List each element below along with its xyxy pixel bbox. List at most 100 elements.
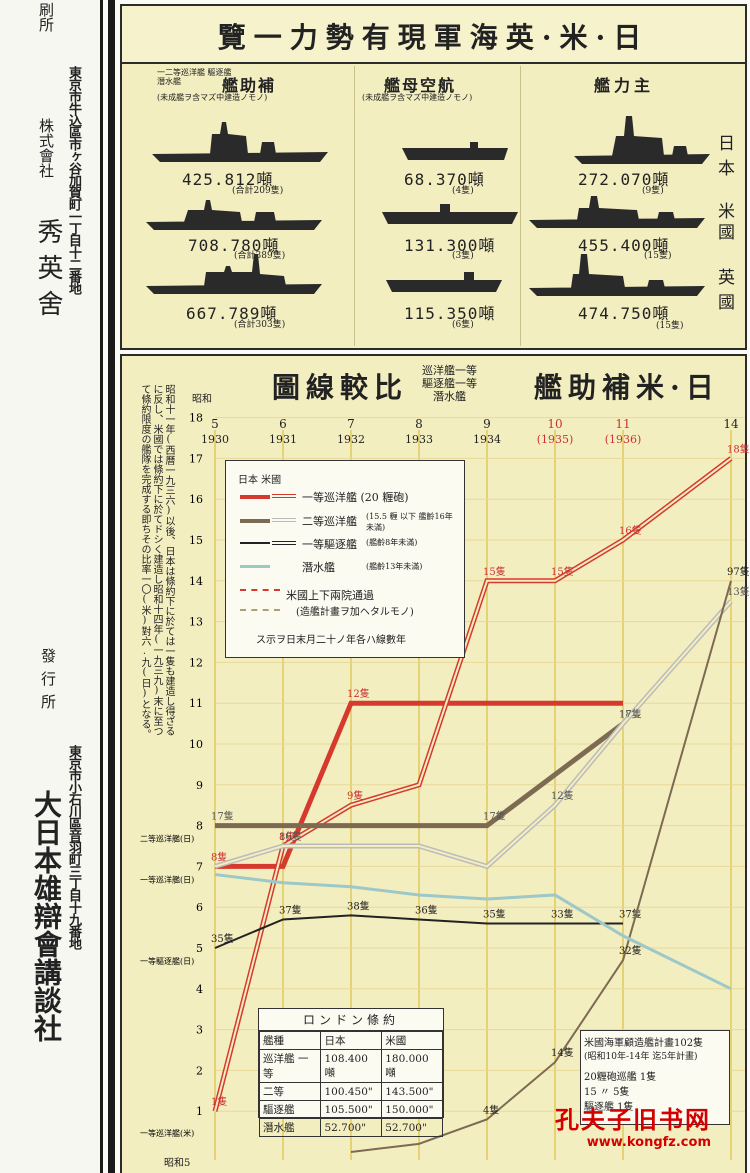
tons-japan-capital: 272.070噸: [578, 170, 670, 189]
table-row: 巡洋艦 一等 108.400噸 180.000噸: [258, 1049, 443, 1083]
legend-note-sub: (艦齡13年未滿): [366, 562, 423, 571]
fleet-strength-panel: 日·米·英海軍現有勢力一覽 補助艦 一二等巡洋艦 驅逐艦 潛水艦 (未成艦ヲ含マ…: [120, 4, 747, 350]
data-label: 18隻: [727, 442, 750, 455]
series-line: [350, 580, 732, 1153]
count-uk-aux: (合計303隻): [234, 320, 286, 330]
y-tick-label: 10: [189, 738, 203, 751]
x-tick-label: 11: [615, 417, 630, 431]
watermark-url: www.kongfz.com: [586, 1135, 711, 1150]
us-plan-line: 15 〃 5隻: [584, 1087, 630, 1098]
side-ship-label: 一等驅逐艦(日): [140, 956, 194, 966]
legend-label-destroyer: 一等驅逐艦: [302, 538, 357, 551]
chart-title-sub: 巡洋艦一等 驅逐艦一等 潛水艦: [422, 364, 477, 403]
row-label-japan: 日本: [714, 134, 734, 184]
table-cell: 巡洋艦 一等: [258, 1049, 322, 1083]
y-tick-label: 14: [189, 575, 203, 588]
chart-title: 日·米補助艦: [534, 371, 720, 404]
cruiser-silhouette-icon: [146, 200, 322, 230]
panel-title-band: [122, 6, 745, 64]
table-cell: 100.450": [320, 1082, 383, 1101]
table-header-cell: 日本: [320, 1031, 383, 1050]
cruiser-silhouette-icon: [146, 254, 322, 294]
series-line: [215, 700, 623, 869]
table-header-cell: 米國: [381, 1031, 443, 1050]
us-plan-line: 20糎砲巡艦 1隻: [584, 1072, 657, 1083]
y-tick-label: 3: [196, 1024, 203, 1037]
data-label: 17隻: [211, 810, 234, 823]
col-divider: [354, 66, 355, 346]
data-label: 38隻: [347, 899, 370, 912]
data-label: 16隻: [619, 524, 642, 537]
table-cell: 潛水艦: [258, 1118, 322, 1137]
data-label: 37隻: [279, 903, 302, 916]
legend-us-note2: (造艦計畫ヲ加ヘタルモノ): [296, 607, 414, 618]
x-year-label: 1934: [473, 433, 501, 446]
tons-usa-capital: 455.400噸: [578, 236, 670, 255]
tons-uk-carrier: 115.350噸: [404, 304, 496, 323]
count-uk-carrier: (6隻): [452, 320, 474, 330]
battleship-silhouette-icon: [529, 254, 705, 296]
chart-title-sub-line: 驅逐艦一等: [422, 377, 477, 390]
y-tick-label: 5: [196, 942, 203, 955]
us-building-plan-box: 米國海軍顧造艦計畫102隻 (昭和10年-14年 迄5年計畫) 20糎砲巡艦 1…: [580, 1030, 730, 1125]
table-cell: 180.000噸: [381, 1049, 443, 1083]
legend-swatch-jp-destroyer: [240, 542, 270, 544]
x-tick-label: 6: [279, 417, 287, 431]
tons-uk-capital: 474.750噸: [578, 304, 670, 323]
count-japan-carrier: (4隻): [452, 186, 474, 196]
data-label: 16隻: [279, 830, 302, 843]
series-line-inner: [214, 600, 732, 868]
bottom-showa-label: 昭和5: [164, 1158, 191, 1169]
london-treaty-table: ロンドン條約 艦種 日本 米國 巡洋艦 一等 108.400噸 180.000噸…: [258, 1008, 444, 1137]
publisher-name: 大日本雄辯會講談社: [30, 790, 63, 1042]
panel-title: 日·米·英海軍現有勢力一覽: [217, 21, 650, 54]
publisher-address: 東京市小石川區音羽町三丁目十九番地: [66, 745, 81, 949]
legend-swatch-us-dashed: [240, 589, 280, 611]
legend-note-destroyer: (艦齡8年未滿): [366, 538, 418, 547]
data-label: 12隻: [551, 789, 574, 802]
legend-header: 日本 米國: [238, 475, 282, 486]
data-label: 35隻: [483, 908, 506, 921]
table-cell: 150.000": [381, 1100, 443, 1119]
divider-line: [100, 0, 103, 1173]
data-label: 97隻: [727, 565, 750, 578]
printer-company: 株式會社: [37, 118, 55, 178]
count-japan-capital: (9隻): [642, 186, 664, 196]
legend-year-note: 年數線ハ各年ノ十二月末日ヲ示ス: [256, 635, 406, 646]
y-tick-label: 8: [196, 820, 203, 833]
x-tick-label: 10: [547, 417, 562, 431]
chart-title-sub-line: 潛水艦: [433, 390, 466, 403]
watermark-cn: 孔夫子旧书网: [555, 1106, 711, 1134]
tons-japan-aux: 425.812噸: [182, 170, 274, 189]
carrier-silhouette-icon: [402, 142, 508, 160]
legend-swatch-jp-sub: [240, 565, 270, 568]
data-label: 12隻: [347, 687, 370, 700]
table-cell: 105.500": [320, 1100, 383, 1119]
table-cell: 二等: [258, 1082, 322, 1101]
y-tick-label: 15: [189, 534, 203, 547]
x-tick-label: 14: [723, 417, 739, 431]
table-cell: 143.500": [381, 1082, 443, 1101]
showa-label: 昭和: [192, 394, 212, 405]
divider-bar: [108, 0, 115, 1173]
x-tick-label: 5: [211, 417, 219, 431]
count-uk-capital: (15隻): [656, 321, 684, 331]
tons-usa-aux: 708.780噸: [188, 236, 280, 255]
series-line: [214, 873, 732, 991]
y-tick-label: 16: [189, 493, 203, 506]
data-label: 17隻: [483, 810, 506, 823]
printer-label-fragment: 刷所: [37, 2, 55, 32]
series-line-inner: [214, 457, 732, 1112]
data-label: 33隻: [551, 908, 574, 921]
y-tick-label: 13: [189, 616, 203, 629]
data-label: 36隻: [415, 903, 438, 916]
y-tick-label: 6: [196, 901, 203, 914]
us-plan-line: 驅逐艦 1隻: [584, 1102, 634, 1113]
table-header-cell: 艦種: [258, 1031, 322, 1050]
x-tick-label: 8: [415, 417, 423, 431]
publisher-label: 發行所: [39, 648, 57, 717]
y-tick-label: 4: [196, 983, 203, 996]
side-ship-label: 一等巡洋艦(米): [140, 1128, 194, 1138]
data-label: 8隻: [279, 830, 295, 843]
legend-swatch-us-cruiser1: [272, 494, 296, 498]
